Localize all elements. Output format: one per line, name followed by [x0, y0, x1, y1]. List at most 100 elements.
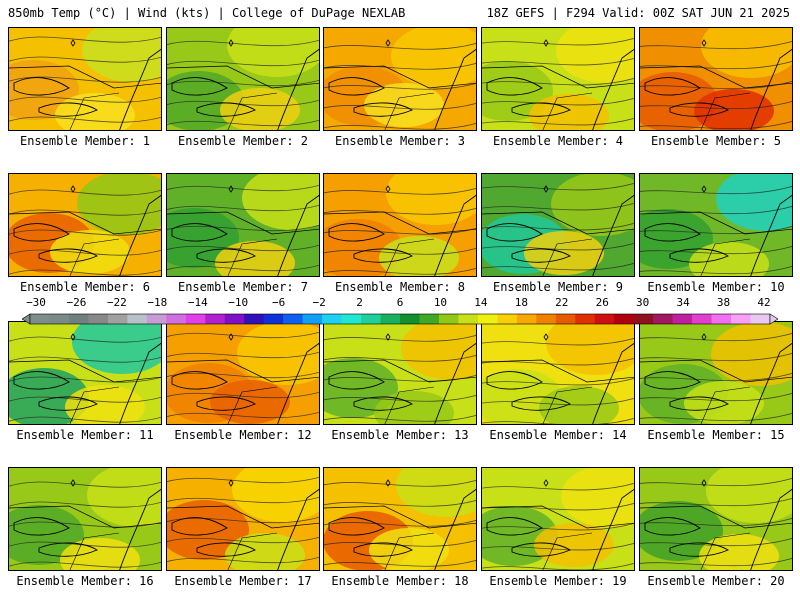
colorbar-tick-label: 30: [636, 296, 650, 309]
ensemble-member-label: Ensemble Member: 7: [177, 280, 309, 294]
ensemble-member-map[interactable]: [166, 27, 320, 131]
ensemble-member-label: Ensemble Member: 20: [647, 574, 785, 588]
ensemble-member-label: Ensemble Member: 12: [174, 428, 312, 442]
ensemble-member-label: Ensemble Member: 14: [489, 428, 627, 442]
temperature-field: [482, 322, 634, 424]
ensemble-member-map[interactable]: [8, 173, 162, 277]
colorbar-tick-label: 6: [396, 296, 404, 309]
colorbar-tick-label: −10: [228, 296, 249, 309]
colorbar-swatch: [653, 314, 673, 324]
ensemble-member-map[interactable]: [481, 27, 635, 131]
ensemble-member-label: Ensemble Member: 13: [331, 428, 469, 442]
ensemble-member-map[interactable]: [639, 173, 793, 277]
ensemble-member-map[interactable]: [166, 321, 320, 425]
ensemble-member-label: Ensemble Member: 19: [489, 574, 627, 588]
colorbar-swatch: [263, 314, 284, 324]
colorbar-swatch: [283, 314, 303, 324]
ensemble-member-label: Ensemble Member: 3: [334, 134, 466, 148]
colorbar-swatch: [731, 314, 751, 324]
colorbar-labels: −30 −26 −22 −18 −14 −10 −6 −2 2 6 10 14 18 22 26 30 34 38…: [0, 0, 800, 309]
ensemble-member-map[interactable]: [8, 467, 162, 571]
colorbar-swatch: [555, 314, 576, 324]
colorbar-swatch: [419, 314, 440, 324]
temperature-field: [9, 28, 161, 130]
temperature-field: [640, 322, 792, 424]
colorbar-tick-label: 22: [555, 296, 569, 309]
ensemble-member-label: Ensemble Member: 4: [492, 134, 624, 148]
colorbar-tick-label: −18: [147, 296, 168, 309]
colorbar-swatch: [361, 314, 381, 324]
colorbar-swatch: [516, 314, 537, 324]
ensemble-member-map[interactable]: [323, 27, 477, 131]
ensemble-member-label: Ensemble Member: 1: [19, 134, 151, 148]
ensemble-member-map[interactable]: [639, 321, 793, 425]
colorbar-swatch: [672, 314, 693, 324]
colorbar-swatch: [380, 314, 401, 324]
ensemble-member-label: Ensemble Member: 11: [16, 428, 154, 442]
colorbar-tick-label: 34: [676, 296, 690, 309]
colorbar-swatch: [49, 314, 70, 324]
temperature-field: [482, 174, 634, 276]
colorbar-tick-label: 38: [716, 296, 731, 309]
colorbar-swatch: [711, 314, 732, 324]
colorbar-tick-label: −26: [66, 296, 87, 309]
temperature-field: [482, 28, 634, 130]
temperature-field: [640, 28, 792, 130]
ensemble-member-label: Ensemble Member: 17: [174, 574, 312, 588]
ensemble-member-label: Ensemble Member: 2: [177, 134, 309, 148]
temperature-field: [167, 28, 319, 130]
colorbar-swatch: [633, 314, 654, 324]
ensemble-member-label: Ensemble Member: 16: [16, 574, 154, 588]
ensemble-member-map[interactable]: [323, 467, 477, 571]
colorbar-swatch: [497, 314, 518, 324]
colorbar-swatch: [322, 314, 342, 324]
colorbar-tick-label: −14: [187, 296, 208, 309]
ensemble-member-label: Ensemble Member: 9: [492, 280, 624, 294]
colorbar-swatch: [127, 314, 148, 324]
colorbar-swatch: [438, 314, 459, 324]
ensemble-member-label: Ensemble Member: 18: [331, 574, 469, 588]
temperature-field: [324, 468, 476, 570]
ensemble-member-label: Ensemble Member: 6: [19, 280, 151, 294]
ensemble-member-map[interactable]: [8, 27, 162, 131]
ensemble-member-map[interactable]: [8, 321, 162, 425]
colorbar-swatch: [88, 314, 109, 324]
colorbar-swatch: [536, 314, 557, 324]
ensemble-member-map[interactable]: [323, 173, 477, 277]
colorbar-swatch: [458, 314, 479, 324]
temperature-field: [9, 322, 161, 424]
ensemble-member-map[interactable]: [323, 321, 477, 425]
temperature-field: [324, 28, 476, 130]
temperature-field: [324, 322, 476, 424]
temperature-field: [9, 174, 161, 276]
colorbar-swatch: [244, 314, 264, 324]
ensemble-member-map[interactable]: [481, 321, 635, 425]
colorbar-tick-label: 42: [757, 296, 771, 309]
colorbar-tick-label: −30: [26, 296, 46, 309]
temperature-field: [324, 174, 476, 276]
temperature-field: [640, 468, 792, 570]
ensemble-member-map[interactable]: [639, 467, 793, 571]
temperature-field: [167, 174, 319, 276]
temperature-field: [482, 468, 634, 570]
colorbar-swatch: [166, 314, 187, 324]
map-title: 850mb Temp (°C) | Wind (kts) | College o…: [8, 6, 406, 20]
ensemble-member-map[interactable]: [166, 173, 320, 277]
colorbar-swatch: [477, 314, 498, 324]
colorbar-swatch: [341, 314, 362, 324]
colorbar-tick-label: 2: [356, 296, 363, 309]
ensemble-member-map[interactable]: [481, 173, 635, 277]
ensemble-member-label: Ensemble Member: 10: [647, 280, 785, 294]
ensemble-member-map[interactable]: [481, 467, 635, 571]
temperature-field: [167, 322, 319, 424]
ensemble-member-map[interactable]: [639, 27, 793, 131]
colorbar-tick-label: 18: [514, 296, 528, 309]
colorbar-tick-label: 10: [433, 296, 448, 309]
colorbar-tick-label: −22: [106, 296, 127, 309]
colorbar-swatch: [400, 314, 420, 324]
ensemble-member-map[interactable]: [166, 467, 320, 571]
colorbar-tick-label: −6: [272, 296, 286, 309]
ensemble-member-label: Ensemble Member: 5: [650, 134, 782, 148]
colorbar-swatch: [750, 314, 771, 324]
colorbar-swatch: [575, 314, 596, 324]
